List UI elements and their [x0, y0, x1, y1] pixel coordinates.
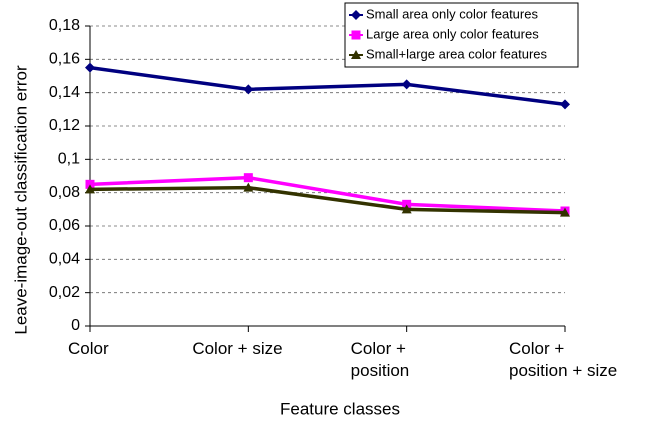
data-point [560, 207, 570, 217]
legend-label: Large area only color features [366, 26, 539, 41]
data-point [401, 79, 412, 90]
legend-marker [351, 50, 361, 59]
legend-marker [351, 30, 361, 40]
y-tick-label: 0,16 [49, 51, 80, 68]
x-tick-label: Color + position [350, 339, 410, 380]
data-point [243, 182, 254, 192]
y-tick-label: 0,08 [49, 184, 80, 201]
x-tick-label: Color + position + size [509, 339, 618, 380]
data-point [243, 173, 253, 183]
data-point [401, 204, 412, 214]
y-tick-label: 0,04 [49, 251, 80, 268]
legend-marker [351, 10, 361, 20]
y-axis-label: Leave-image-out classification error [11, 65, 30, 335]
series-line [89, 65, 566, 107]
y-tick-label: 0,12 [49, 117, 80, 134]
y-tick-label: 0,1 [58, 151, 80, 168]
legend-label: Small+large area color features [366, 46, 548, 61]
data-point [85, 62, 95, 73]
data-point [243, 84, 254, 95]
legend-label: Small area only color features [366, 6, 538, 21]
y-tick-label: 0,02 [49, 284, 80, 301]
legend-box [344, 2, 579, 68]
data-point [560, 99, 570, 110]
y-tick-label: 0,06 [49, 217, 80, 234]
series-line [89, 175, 566, 213]
y-tick-label: 0,14 [49, 84, 80, 101]
y-tick-label: 0 [71, 317, 80, 334]
x-tick-label: Color [68, 339, 109, 358]
x-tick-label: Color + size [192, 339, 283, 358]
x-axis-label: Feature classes [280, 399, 400, 418]
data-point [85, 184, 95, 194]
series-line [89, 185, 566, 215]
y-tick-label: 0,18 [49, 17, 80, 34]
